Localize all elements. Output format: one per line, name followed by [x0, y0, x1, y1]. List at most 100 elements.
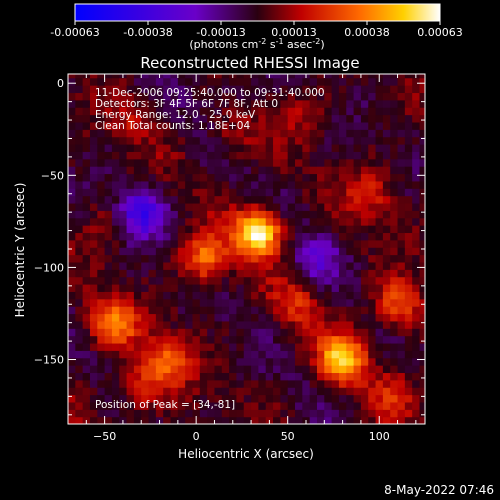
heatmap-cell	[148, 188, 157, 197]
heatmap-cell	[324, 85, 333, 94]
heatmap-cell	[155, 342, 164, 351]
heatmap-cell	[229, 306, 238, 315]
heatmap-cell	[338, 269, 347, 278]
heatmap-cell	[68, 166, 76, 175]
heatmap-cell	[397, 107, 406, 116]
heatmap-cell	[133, 394, 142, 403]
heatmap-cell	[119, 254, 128, 263]
heatmap-cell	[126, 247, 135, 256]
heatmap-cell	[170, 77, 179, 86]
heatmap-cell	[229, 114, 238, 123]
heatmap-cell	[82, 188, 91, 197]
heatmap-cell	[251, 173, 259, 182]
heatmap-cell	[141, 217, 150, 226]
heatmap-cell	[221, 195, 230, 204]
heatmap-cell	[309, 151, 318, 160]
heatmap-cell	[126, 284, 135, 292]
heatmap-cell	[185, 254, 194, 263]
heatmap-cell	[68, 298, 76, 307]
heatmap-cell	[419, 217, 425, 226]
heatmap-cell	[177, 394, 186, 403]
heatmap-cell	[119, 409, 128, 418]
heatmap-cell	[192, 180, 201, 189]
heatmap-cell	[97, 166, 106, 175]
heatmap-cell	[243, 188, 252, 197]
heatmap-cell	[309, 173, 318, 182]
heatmap-cell	[375, 401, 384, 410]
heatmap-cell	[170, 92, 179, 101]
heatmap-cell	[163, 210, 172, 219]
heatmap-cell	[309, 239, 318, 248]
heatmap-cell	[214, 74, 223, 79]
heatmap-cell	[375, 188, 384, 197]
heatmap-cell	[280, 232, 289, 241]
heatmap-cell	[177, 335, 186, 344]
heatmap-cell	[273, 121, 281, 130]
heatmap-cell	[207, 144, 216, 152]
heatmap-cell	[324, 335, 333, 344]
heatmap-cell	[419, 365, 425, 374]
heatmap-cell	[353, 379, 362, 388]
heatmap-cell	[104, 173, 113, 182]
heatmap-cell	[229, 313, 238, 322]
heatmap-cell	[214, 180, 223, 189]
heatmap-cell	[265, 365, 274, 374]
heatmap-cell	[177, 247, 186, 256]
heatmap-cell	[302, 173, 311, 182]
heatmap-cell	[331, 320, 340, 329]
heatmap-cell	[221, 298, 230, 307]
heatmap-cell	[295, 144, 303, 152]
heatmap-cell	[419, 409, 425, 418]
heatmap-cell	[280, 387, 289, 396]
heatmap-cell	[419, 261, 425, 270]
heatmap-cell	[82, 284, 91, 292]
heatmap-cell	[375, 365, 384, 374]
heatmap-cell	[331, 166, 340, 175]
heatmap-cell	[75, 261, 84, 270]
heatmap-cell	[258, 291, 267, 300]
heatmap-cell	[229, 151, 238, 160]
heatmap-cell	[75, 180, 84, 189]
heatmap-cell	[221, 92, 230, 101]
heatmap-cell	[170, 195, 179, 204]
heatmap-cell	[97, 269, 106, 278]
heatmap-cell	[404, 365, 413, 374]
heatmap-cell	[177, 416, 186, 424]
chart-title: Reconstructed RHESSI Image	[140, 54, 359, 72]
heatmap-cell	[104, 409, 113, 418]
heatmap-cell	[331, 306, 340, 315]
heatmap-cell	[309, 129, 318, 138]
heatmap-cell	[397, 202, 406, 211]
heatmap-cell	[309, 202, 318, 211]
heatmap-cell	[375, 173, 384, 182]
heatmap-cell	[375, 387, 384, 396]
heatmap-cell	[104, 217, 113, 226]
heatmap-cell	[133, 114, 142, 123]
heatmap-cell	[75, 74, 84, 79]
heatmap-cell	[97, 239, 106, 248]
heatmap-cell	[382, 195, 391, 204]
heatmap-cell	[75, 313, 84, 322]
heatmap-cell	[251, 379, 259, 388]
heatmap-cell	[97, 350, 106, 359]
heatmap-cell	[229, 387, 238, 396]
heatmap-cell	[316, 387, 325, 396]
heatmap-cell	[141, 328, 150, 337]
heatmap-cell	[126, 276, 135, 285]
heatmap-cell	[309, 158, 318, 167]
heatmap-cell	[331, 114, 340, 123]
heatmap-cell	[126, 269, 135, 278]
heatmap-cell	[375, 144, 384, 152]
heatmap-cell	[133, 166, 142, 175]
heatmap-cell	[75, 328, 84, 337]
heatmap-cell	[163, 276, 172, 285]
heatmap-cell	[82, 239, 91, 248]
heatmap-cell	[207, 217, 216, 226]
heatmap-cell	[419, 210, 425, 219]
heatmap-cell	[419, 225, 425, 234]
y-tick-label: −150	[34, 354, 64, 367]
heatmap-cell	[346, 276, 355, 285]
heatmap-cell	[287, 210, 296, 219]
heatmap-cell	[221, 284, 230, 292]
heatmap-cell	[316, 107, 325, 116]
